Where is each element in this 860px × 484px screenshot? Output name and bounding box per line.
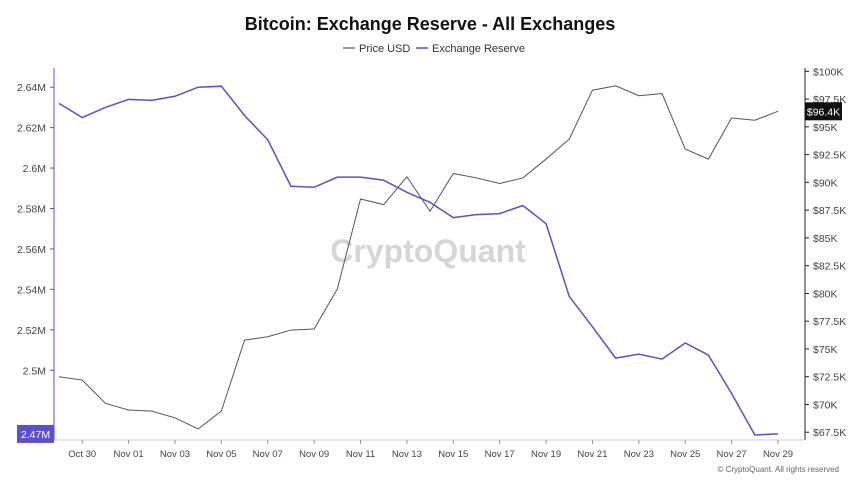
x-tick-label: Nov 23 xyxy=(624,449,654,460)
right-tick-label: $87.5K xyxy=(813,205,846,217)
x-tick-label: Nov 11 xyxy=(346,449,375,460)
left-tick-label: 2.56M xyxy=(17,244,46,256)
x-axis-ticks: Oct 30 Nov 01 Nov 03 Nov 05 Nov 07 Nov 09 Nov … xyxy=(68,440,793,460)
x-tick-label: Nov 09 xyxy=(299,449,329,460)
copyright-notice: © CryptoQuant. All rights reserved xyxy=(718,465,840,474)
price-badge-text: $96.4K xyxy=(807,106,840,118)
legend-item-reserve[interactable]: Exchange Reserve xyxy=(432,43,525,55)
left-tick-label: 2.58M xyxy=(17,204,46,216)
right-tick-label: $95K xyxy=(813,122,838,134)
chart-title: Bitcoin: Exchange Reserve - All Exchange… xyxy=(245,14,615,34)
right-tick-label: $82.5K xyxy=(813,261,846,273)
series-line-price-usd xyxy=(58,85,779,430)
x-tick-label: Nov 13 xyxy=(392,449,422,460)
left-tick-label: 2.54M xyxy=(17,284,46,296)
legend: Price USD Exchange Reserve xyxy=(343,43,525,55)
x-tick-label: Nov 21 xyxy=(577,449,607,460)
right-tick-label: $85K xyxy=(813,233,838,245)
left-axis-ticks: 2.64M 2.62M 2.6M 2.58M 2.56M 2.54M 2.52M 2.5M xyxy=(17,82,54,377)
right-tick-label: $90K xyxy=(813,177,838,189)
x-tick-label: Nov 05 xyxy=(206,449,236,460)
x-tick-label: Nov 07 xyxy=(253,449,283,460)
x-tick-label: Nov 03 xyxy=(160,449,190,460)
x-tick-label: Nov 27 xyxy=(717,449,747,460)
left-tick-label: 2.6M xyxy=(23,163,46,175)
left-tick-label: 2.62M xyxy=(17,123,46,135)
right-tick-label: $75K xyxy=(813,344,838,356)
right-tick-label: $92.5K xyxy=(813,150,846,162)
x-tick-label: Nov 01 xyxy=(114,449,144,460)
x-tick-label: Nov 19 xyxy=(531,449,561,460)
right-tick-label: $80K xyxy=(813,288,838,300)
left-tick-label: 2.52M xyxy=(17,325,46,337)
right-tick-label: $67.5K xyxy=(813,427,846,439)
reserve-badge-text: 2.47M xyxy=(21,429,50,441)
right-axis-ticks: $100K$97.5K$95K$92.5K$90K$87.5K$85K$82.5… xyxy=(805,66,846,439)
left-tick-label: 2.5M xyxy=(23,365,46,377)
reserve-value-badge: 2.47M xyxy=(17,424,54,443)
right-tick-label: $72.5K xyxy=(813,372,846,384)
right-tick-label: $100K xyxy=(813,66,843,78)
price-value-badge: $96.4K xyxy=(805,102,842,121)
right-tick-label: $70K xyxy=(813,399,838,411)
left-tick-label: 2.64M xyxy=(17,82,46,94)
reserve-badge-background xyxy=(17,424,54,443)
x-tick-label: Oct 30 xyxy=(68,449,96,460)
x-tick-label: Nov 15 xyxy=(438,449,468,460)
x-tick-label: Nov 29 xyxy=(763,449,793,460)
price-badge-background xyxy=(805,102,842,121)
series-line-exchange-reserve xyxy=(58,85,779,436)
right-tick-label: $77.5K xyxy=(813,316,846,328)
legend-item-price[interactable]: Price USD xyxy=(359,43,410,55)
x-tick-label: Nov 17 xyxy=(485,449,515,460)
x-tick-label: Nov 25 xyxy=(670,449,700,460)
watermark: CryptoQuant xyxy=(330,233,526,269)
